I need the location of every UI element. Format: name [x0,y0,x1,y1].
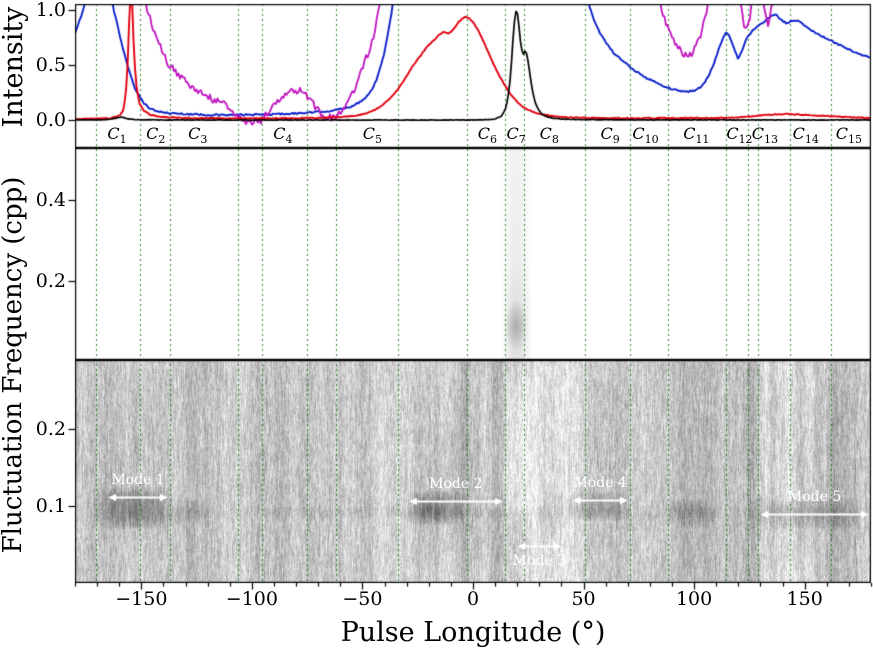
frequency-axis-title: Fluctuation Frequency (cpp) [0,176,28,554]
intensity-axis-title: Intensity [0,6,29,128]
x-axis-title: Pulse Longitude (°) [340,617,606,648]
